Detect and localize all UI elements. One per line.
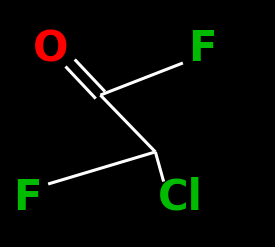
Text: F: F [188, 28, 216, 70]
Text: Cl: Cl [158, 177, 203, 219]
Text: O: O [33, 28, 69, 70]
Text: F: F [13, 177, 42, 219]
